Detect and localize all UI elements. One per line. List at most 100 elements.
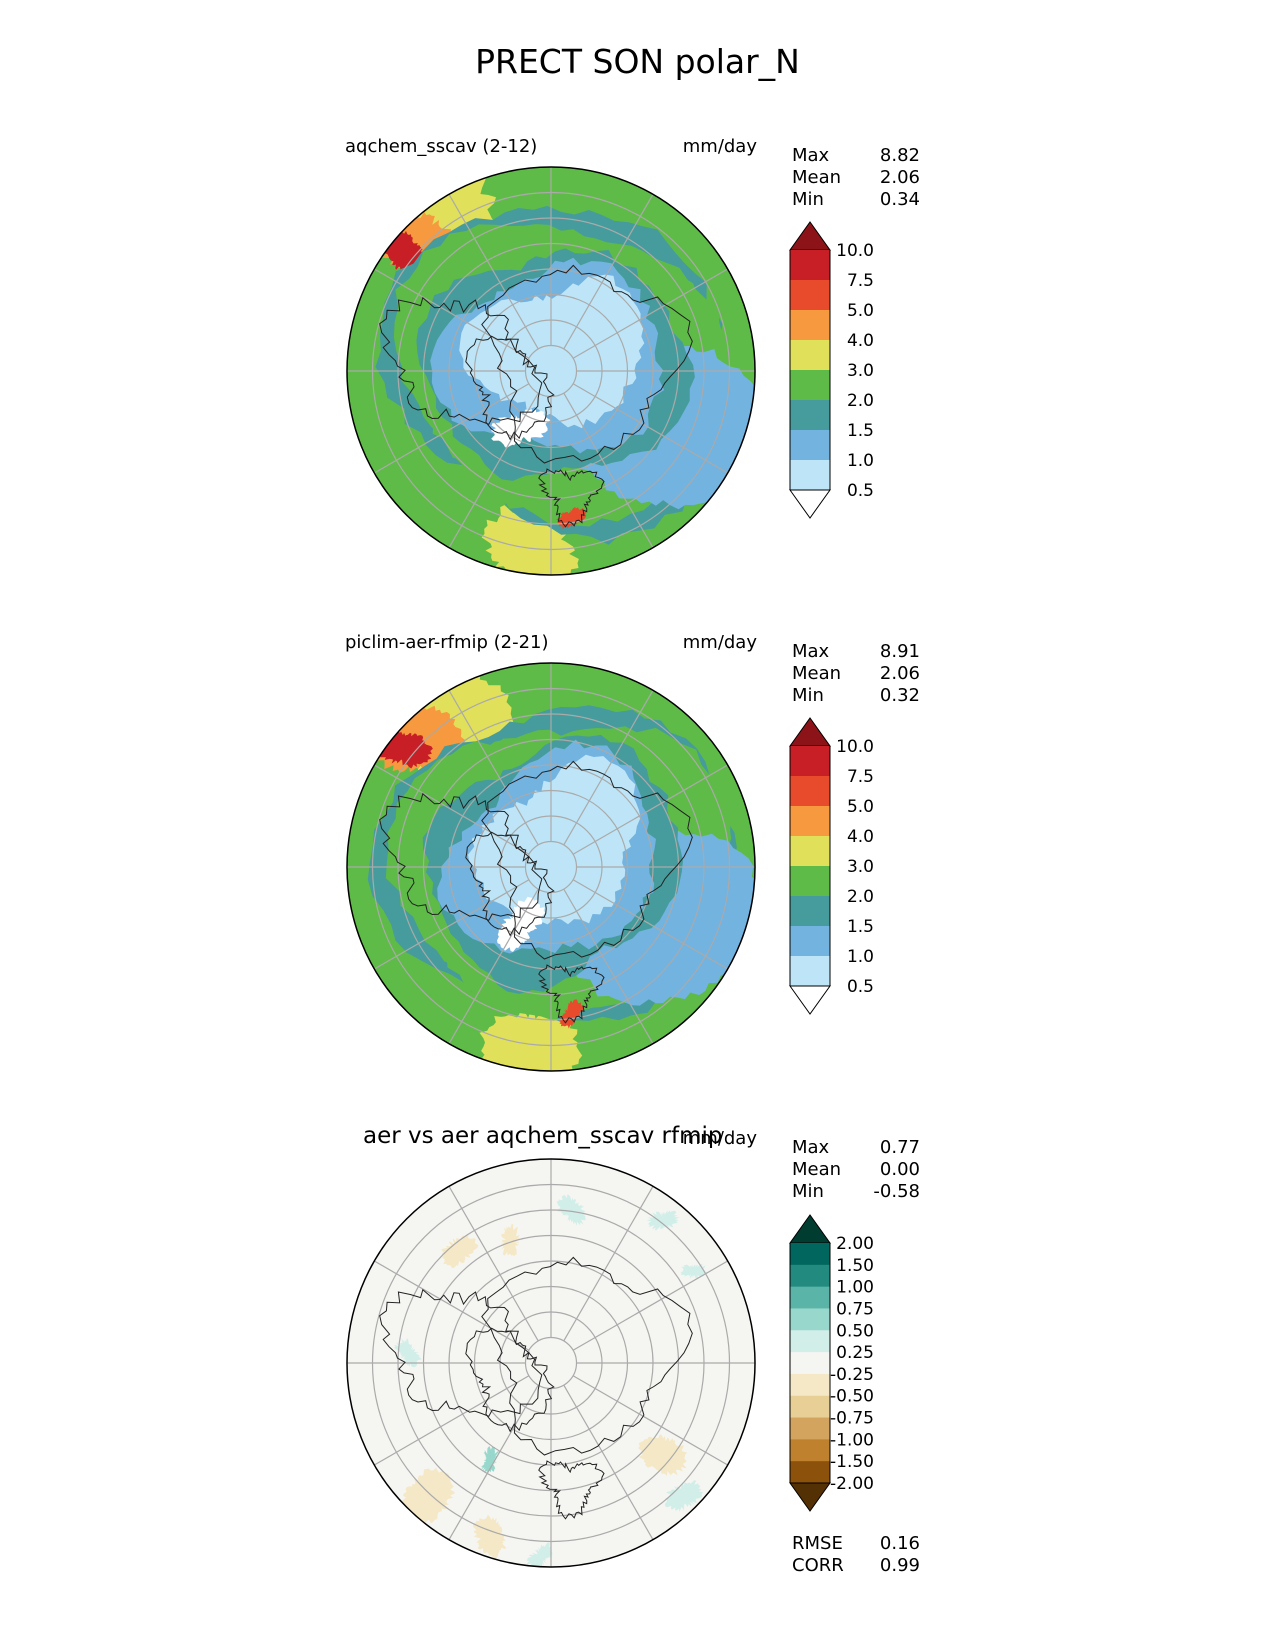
panel3-map-field-anomaly — [646, 1210, 680, 1231]
panel1-map-graticule — [347, 167, 755, 575]
panel3-map-meridian — [563, 1384, 654, 1540]
panel1-stat-max-label: Max — [792, 145, 830, 166]
panel3-map-coast-america — [379, 1288, 543, 1417]
panel3-map-meridian — [572, 1375, 728, 1466]
panel2-colorbar-segment — [790, 836, 830, 867]
panel1-colorbar-segment — [790, 370, 830, 401]
panel2-map-coast-scandinavia — [538, 964, 605, 1024]
panel3-map-frame — [346, 1158, 756, 1568]
panel3-map-field-anomaly — [526, 1542, 554, 1567]
panel2-colorbar-tick-label: 3.0 — [847, 857, 874, 877]
panel2-colorbar-tick-label: 7.5 — [847, 767, 874, 787]
panel1-stat-min-value: 0.34 — [879, 189, 920, 210]
panel3-map-field-anomaly — [480, 1446, 499, 1474]
panel2-colorbar: 0.5 1.0 1.5 2.0 3.0 4.0 5.0 7.5 10.0 — [789, 717, 874, 1015]
panel1-colorbar-segments — [789, 221, 831, 519]
panel3-map-meridian — [374, 1260, 530, 1351]
panel2-map-coast-greenland — [465, 831, 555, 937]
panel2-map-frame — [346, 662, 756, 1072]
panel3-colorbar: -2.00-1.50-1.00-0.75-0.50-0.250.250.500.… — [789, 1214, 874, 1512]
panel2-map-meridian — [374, 879, 530, 970]
panel3-colorbar-tick-label: 1.00 — [836, 1278, 874, 1298]
panel3-colorbar-tick-label: -0.75 — [830, 1409, 874, 1429]
panel1-map-meridian — [374, 268, 530, 359]
panel3-colorbar-tick-label: -0.50 — [830, 1387, 874, 1407]
panel3-colorbar-segment — [790, 1264, 830, 1288]
panel3-colorbar-segment — [790, 1417, 830, 1440]
panel3-colorbar-segment — [790, 1352, 830, 1375]
panel1-colorbar-tick-label: 2.0 — [847, 391, 874, 411]
panel2-colorbar-extend-min — [789, 985, 831, 1015]
panel3-map-meridian — [374, 1375, 530, 1466]
panel2-map-coast-america — [379, 792, 543, 921]
panel3-map-field-anomaly — [441, 1234, 479, 1269]
panel2-colorbar-segment — [790, 956, 830, 987]
panel1-map-coast-scandinavia — [538, 468, 605, 528]
panel2-colorbar-tick-label: 4.0 — [847, 827, 874, 847]
panel2-map-coast-eurasia — [481, 760, 693, 960]
panel2-map-meridian — [572, 764, 728, 855]
panel3-colorbar-extend-max — [789, 1214, 831, 1244]
panel3-colorbar-segment — [790, 1373, 830, 1397]
panel3-stat-max-label: Max — [792, 1137, 830, 1158]
panel3-colorbar-segment — [790, 1439, 830, 1462]
panel3-map-coastlines — [379, 1256, 693, 1520]
panel2-stat-mean-value: 2.06 — [879, 663, 920, 684]
panel3-stat-mean-value: 0.00 — [879, 1159, 920, 1180]
panel2-units: mm/day — [682, 632, 757, 653]
panel1-colorbar-tick-label: 10.0 — [836, 241, 874, 261]
panel1-colorbar-tick-label: 1.0 — [847, 451, 874, 471]
panel3-colorbar-segment — [790, 1461, 830, 1484]
panel2-colorbar-segment — [790, 806, 830, 837]
panel2-map-meridian — [563, 690, 654, 846]
panel1-colorbar-tick-label: 4.0 — [847, 331, 874, 351]
panel2-colorbar-tick-label: 1.5 — [847, 917, 874, 937]
panel1-map-meridian — [572, 383, 728, 474]
panel1-colorbar-tick-label: 0.5 — [847, 481, 874, 501]
panel2-colorbar-segment — [790, 776, 830, 807]
panel2-stat-min-label: Min — [792, 685, 824, 706]
panel3-colorbar-segment — [790, 1243, 830, 1266]
panel3-map-field-anomaly — [402, 1467, 455, 1525]
panel2-colorbar-tick-label: 2.0 — [847, 887, 874, 907]
panel3-colorbar-tick-label: 0.50 — [836, 1321, 874, 1341]
panel1-map-meridian — [374, 383, 530, 474]
panel1-map — [346, 166, 756, 576]
panel3-map-field-anomaly — [394, 1338, 422, 1368]
main-title: PRECT SON polar_N — [475, 42, 800, 81]
panel2-stat-min-value: 0.32 — [879, 685, 920, 706]
panel1-map-frame — [346, 166, 756, 576]
panel1-colorbar-tick-label: 1.5 — [847, 421, 874, 441]
panel3-map-meridian — [448, 1384, 539, 1540]
panel1-map-coast-eurasia — [481, 264, 693, 464]
panel3-title: aer vs aer aqchem_sscav rfmip — [363, 1123, 723, 1149]
panel1-colorbar-segment — [790, 280, 830, 311]
panel1-map-meridian — [448, 392, 539, 548]
panel2-stat-max-label: Max — [792, 641, 830, 662]
panel1-colorbar-segment — [790, 430, 830, 461]
panel3-colorbar-tick-label: 2.00 — [836, 1234, 874, 1254]
panel2-colorbar-segment — [790, 926, 830, 957]
panel3-colorbar-tick-label: -1.50 — [830, 1452, 874, 1472]
panel3-map-coast-greenland — [465, 1327, 555, 1433]
panel1-stat-mean-label: Mean — [792, 167, 842, 188]
panel3-map-graticule — [347, 1159, 755, 1567]
panel3-rmse-value: 0.16 — [879, 1533, 920, 1554]
panel3-map-field-anomaly — [638, 1434, 688, 1476]
panel3-corr-value: 0.99 — [879, 1555, 920, 1576]
panel3-colorbar-extend-min — [789, 1482, 831, 1512]
panel1-map-coastlines — [379, 264, 693, 528]
panel2-stat-max-value: 8.91 — [879, 641, 920, 662]
panel1-map-coast-greenland — [465, 335, 555, 441]
panel1-stat-max-value: 8.82 — [879, 145, 920, 166]
panel2-map-meridian — [563, 888, 654, 1044]
panel2-map-meridian — [374, 764, 530, 855]
panel3-map-field-anomaly — [473, 1514, 507, 1559]
panel3-map — [346, 1158, 756, 1568]
panel1-map-meridian — [572, 268, 728, 359]
panel3-stat-min-label: Min — [792, 1181, 824, 1202]
panel3-map-coast-scandinavia — [538, 1460, 605, 1520]
panel3-map-field-anomaly — [500, 1223, 521, 1257]
panel2-stat-mean-label: Mean — [792, 663, 842, 684]
panel3-colorbar-segment — [790, 1330, 830, 1353]
